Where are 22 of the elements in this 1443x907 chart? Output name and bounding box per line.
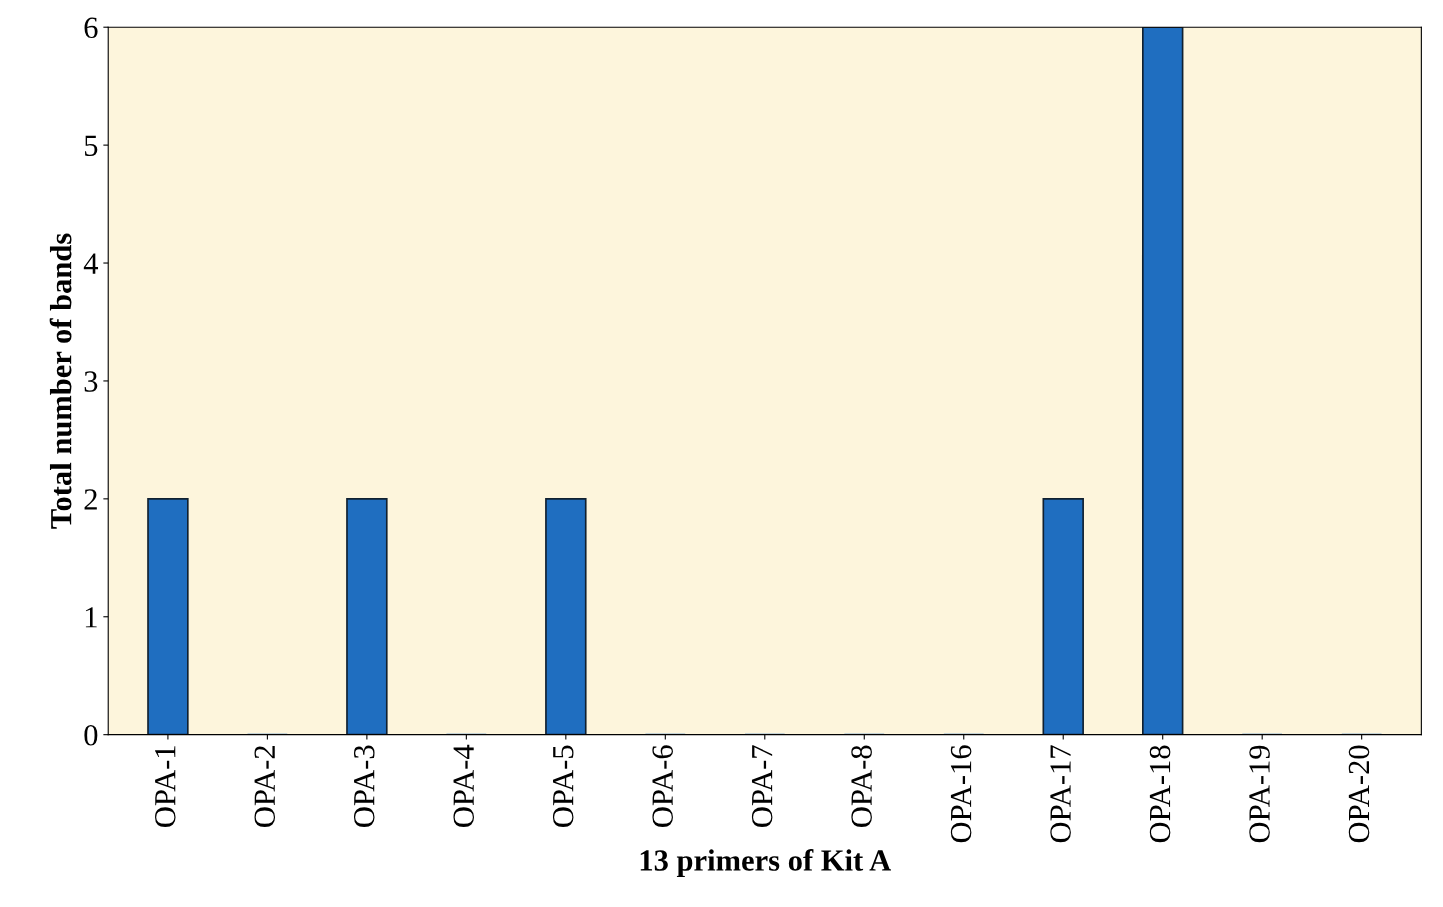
x-tick-label: OPA-18	[1149, 745, 1171, 843]
y-axis-title: Total number of bands	[49, 233, 72, 529]
y-tick-label: 1	[85, 607, 97, 628]
x-tick-label: OPA-7	[751, 745, 773, 827]
x-tick-label: OPA-19	[1249, 745, 1270, 843]
y-tick-label: 3	[84, 371, 98, 392]
x-tick-label: OPA-17	[1050, 745, 1071, 843]
x-tick-label: OPA-16	[950, 745, 972, 843]
x-tick-label: OPA-1	[155, 746, 176, 827]
x-tick-label: OPA-6	[652, 745, 673, 827]
x-tick-label: OPA-3	[353, 745, 375, 827]
x-tick-label: OPA-8	[851, 745, 872, 827]
x-tick-label: OPA-20	[1348, 745, 1370, 843]
y-tick-label: 2	[84, 489, 97, 510]
y-tick-label: 0	[84, 724, 98, 746]
x-tick-label: OPA-2	[254, 746, 276, 827]
x-tick-label: OPA-5	[552, 745, 574, 827]
y-tick-label: 4	[83, 253, 99, 274]
y-tick-label: 5	[85, 135, 98, 157]
x-tick-label: OPA-4	[453, 744, 474, 827]
y-tick-label: 6	[84, 17, 98, 39]
x-axis-title: 13 primers of Kit A	[640, 849, 892, 878]
